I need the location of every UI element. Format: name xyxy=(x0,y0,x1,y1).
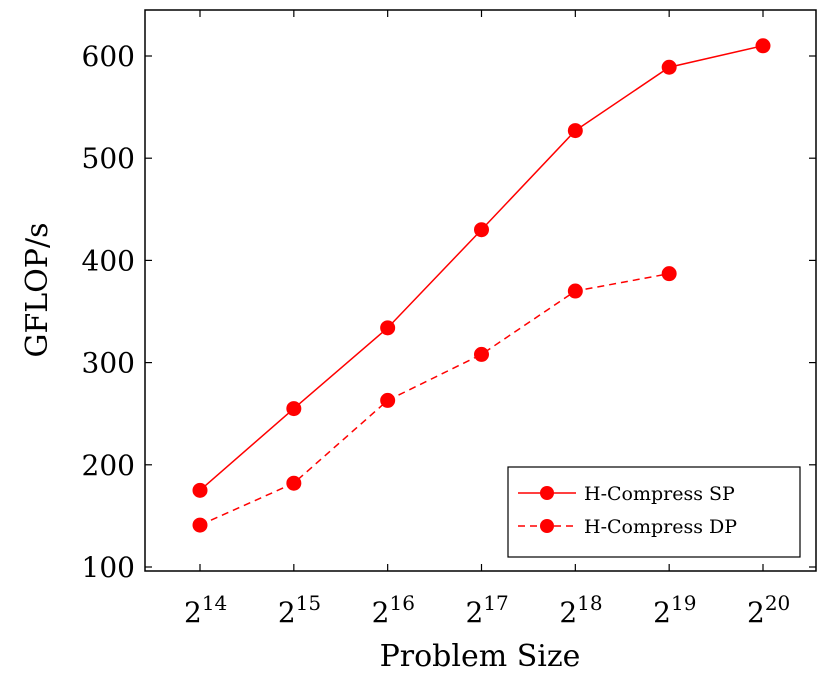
x-tick-exponent: 18 xyxy=(577,591,602,615)
x-tick-base: 2 xyxy=(278,596,296,629)
y-axis-ticks: 100 200 300 400 500 600 xyxy=(82,40,816,584)
x-tick-label: 214 xyxy=(184,591,227,629)
legend-label-2: H-Compress DP xyxy=(584,516,737,538)
legend: H-Compress SP H-Compress DP xyxy=(507,466,801,558)
series-line-1 xyxy=(199,45,764,491)
series-line-2 xyxy=(199,272,670,526)
x-tick-exponent: 14 xyxy=(202,591,227,615)
x-tick-base: 2 xyxy=(184,596,202,629)
x-tick-base: 2 xyxy=(466,596,484,629)
y-tick-label: 500 xyxy=(82,142,135,175)
data-point xyxy=(286,401,302,417)
data-point xyxy=(567,123,583,139)
legend-marker-1 xyxy=(540,486,554,500)
x-tick-label: 215 xyxy=(278,591,321,629)
data-point xyxy=(380,320,396,336)
data-point xyxy=(567,283,583,299)
x-tick-label: 219 xyxy=(653,591,696,629)
x-axis-ticks: 214 215 216 217 218 219 220 xyxy=(184,10,790,629)
data-point xyxy=(380,392,396,408)
legend-label-1: H-Compress SP xyxy=(584,483,735,505)
plot-area-frame xyxy=(144,9,817,572)
series-layer xyxy=(192,38,771,533)
x-tick-exponent: 19 xyxy=(671,591,696,615)
x-tick-base: 2 xyxy=(372,596,390,629)
x-tick-base: 2 xyxy=(747,596,765,629)
y-axis-label: GFLOP/s xyxy=(20,223,55,358)
y-tick-label: 400 xyxy=(82,244,135,277)
legend-box xyxy=(507,466,801,558)
x-tick-label: 216 xyxy=(372,591,415,629)
x-tick-exponent: 20 xyxy=(765,591,790,615)
data-point xyxy=(661,59,677,75)
y-tick-label: 200 xyxy=(82,449,135,482)
data-point xyxy=(474,222,489,238)
data-point xyxy=(755,38,771,54)
data-point xyxy=(192,482,208,498)
x-tick-label: 217 xyxy=(466,591,509,629)
x-tick-base: 2 xyxy=(559,596,577,629)
y-tick-label: 600 xyxy=(82,40,135,73)
x-axis-label: Problem Size xyxy=(380,639,581,674)
x-tick-exponent: 15 xyxy=(296,591,321,615)
x-tick-label: 220 xyxy=(747,591,790,629)
x-tick-label: 218 xyxy=(559,591,602,629)
data-point xyxy=(661,266,677,282)
data-point xyxy=(474,346,489,362)
legend-marker-2 xyxy=(540,519,554,533)
y-tick-label: 300 xyxy=(82,347,135,380)
data-point xyxy=(192,517,208,533)
x-tick-base: 2 xyxy=(653,596,671,629)
data-point xyxy=(286,475,302,491)
y-tick-label: 100 xyxy=(82,551,135,584)
x-tick-exponent: 16 xyxy=(389,591,414,615)
x-tick-exponent: 17 xyxy=(483,591,508,615)
